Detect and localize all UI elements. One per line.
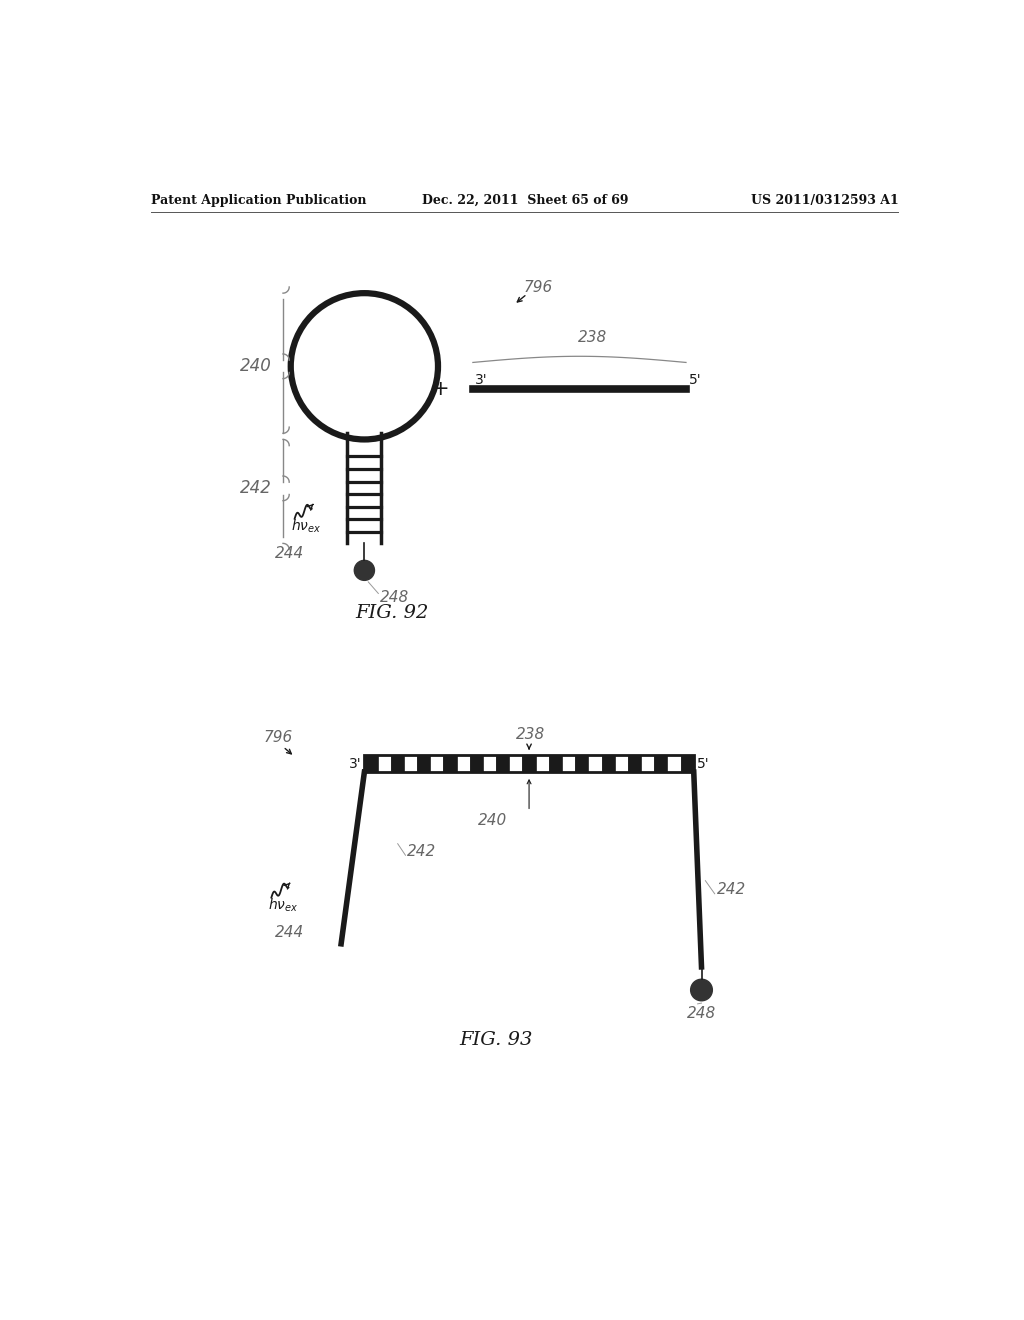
- Text: FIG. 92: FIG. 92: [354, 603, 428, 622]
- Bar: [470, 755, 483, 772]
- Bar: [378, 755, 391, 772]
- Text: 242: 242: [717, 882, 746, 898]
- Bar: [654, 755, 668, 772]
- Text: 238: 238: [516, 727, 546, 742]
- Circle shape: [690, 979, 713, 1001]
- Text: 242: 242: [240, 479, 271, 498]
- Text: Patent Application Publication: Patent Application Publication: [152, 194, 367, 207]
- Text: +: +: [432, 379, 450, 400]
- Bar: [549, 755, 562, 772]
- Bar: [681, 755, 693, 772]
- Text: $h\nu_{ex}$: $h\nu_{ex}$: [267, 896, 298, 913]
- Bar: [522, 755, 536, 772]
- Text: 5': 5': [689, 374, 701, 387]
- Bar: [601, 755, 614, 772]
- Text: 242: 242: [407, 843, 436, 859]
- Text: 796: 796: [523, 280, 553, 296]
- Bar: [575, 755, 589, 772]
- Text: 248: 248: [687, 1006, 716, 1020]
- Text: 244: 244: [275, 546, 304, 561]
- Bar: [391, 755, 403, 772]
- Text: FIG. 93: FIG. 93: [460, 1031, 532, 1049]
- Bar: [628, 755, 641, 772]
- Bar: [496, 755, 509, 772]
- Bar: [562, 755, 575, 772]
- Text: 238: 238: [579, 330, 607, 345]
- Text: 796: 796: [263, 730, 293, 744]
- Bar: [457, 755, 470, 772]
- Text: 3': 3': [348, 756, 361, 771]
- Bar: [668, 755, 681, 772]
- Bar: [509, 755, 522, 772]
- Bar: [430, 755, 443, 772]
- Text: 248: 248: [380, 590, 410, 605]
- Text: 240: 240: [477, 813, 507, 828]
- Bar: [443, 755, 457, 772]
- Text: 3': 3': [475, 374, 487, 387]
- Bar: [641, 755, 654, 772]
- Bar: [365, 755, 378, 772]
- Text: Dec. 22, 2011  Sheet 65 of 69: Dec. 22, 2011 Sheet 65 of 69: [422, 194, 628, 207]
- Circle shape: [354, 561, 375, 581]
- Text: 240: 240: [240, 358, 271, 375]
- Text: US 2011/0312593 A1: US 2011/0312593 A1: [751, 194, 898, 207]
- Bar: [589, 755, 601, 772]
- Bar: [403, 755, 417, 772]
- Bar: [536, 755, 549, 772]
- Bar: [614, 755, 628, 772]
- Text: $h\nu_{ex}$: $h\nu_{ex}$: [291, 517, 322, 535]
- Text: 244: 244: [275, 925, 304, 940]
- Text: 5': 5': [697, 756, 710, 771]
- Bar: [365, 755, 693, 772]
- Bar: [417, 755, 430, 772]
- Bar: [483, 755, 496, 772]
